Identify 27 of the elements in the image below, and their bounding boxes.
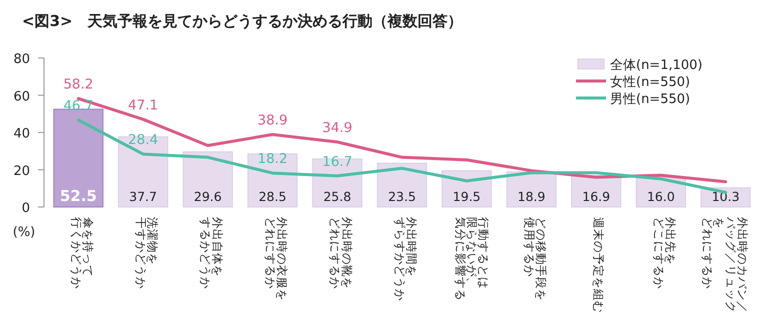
legend-label: 男性(n=550) bbox=[610, 92, 690, 107]
data-label: 23.5 bbox=[388, 189, 416, 204]
legend-label: 女性(n=550) bbox=[610, 75, 690, 90]
data-label: 16.7 bbox=[322, 154, 352, 170]
chart-title: <図3> 天気予報を見てからどうするか決める行動（複数回答） bbox=[22, 12, 463, 30]
data-label: 34.9 bbox=[322, 120, 352, 136]
y-tick-label: 60 bbox=[13, 89, 30, 104]
data-label: 19.5 bbox=[452, 189, 481, 204]
data-label: 16.0 bbox=[646, 189, 675, 204]
data-label: 52.5 bbox=[60, 187, 97, 205]
y-tick-label: 40 bbox=[13, 126, 30, 142]
y-axis-title: (%) bbox=[12, 225, 36, 240]
data-label: 16.9 bbox=[582, 189, 610, 204]
data-label: 37.7 bbox=[129, 189, 158, 204]
data-label: 38.9 bbox=[258, 112, 288, 129]
y-tick-label: 80 bbox=[13, 52, 30, 67]
data-label: 18.9 bbox=[518, 189, 546, 204]
data-label: 28.5 bbox=[258, 189, 286, 204]
data-label: 47.1 bbox=[128, 97, 158, 114]
legend-label: 全体(n=1,100) bbox=[610, 58, 702, 73]
data-label: 28.4 bbox=[128, 132, 158, 148]
data-label: 25.8 bbox=[323, 189, 352, 204]
y-tick-label: 20 bbox=[13, 164, 30, 179]
y-tick-label: 0 bbox=[22, 201, 30, 216]
data-label: 29.6 bbox=[194, 189, 222, 204]
data-label: 58.2 bbox=[63, 76, 94, 93]
data-label: 18.2 bbox=[258, 151, 288, 168]
